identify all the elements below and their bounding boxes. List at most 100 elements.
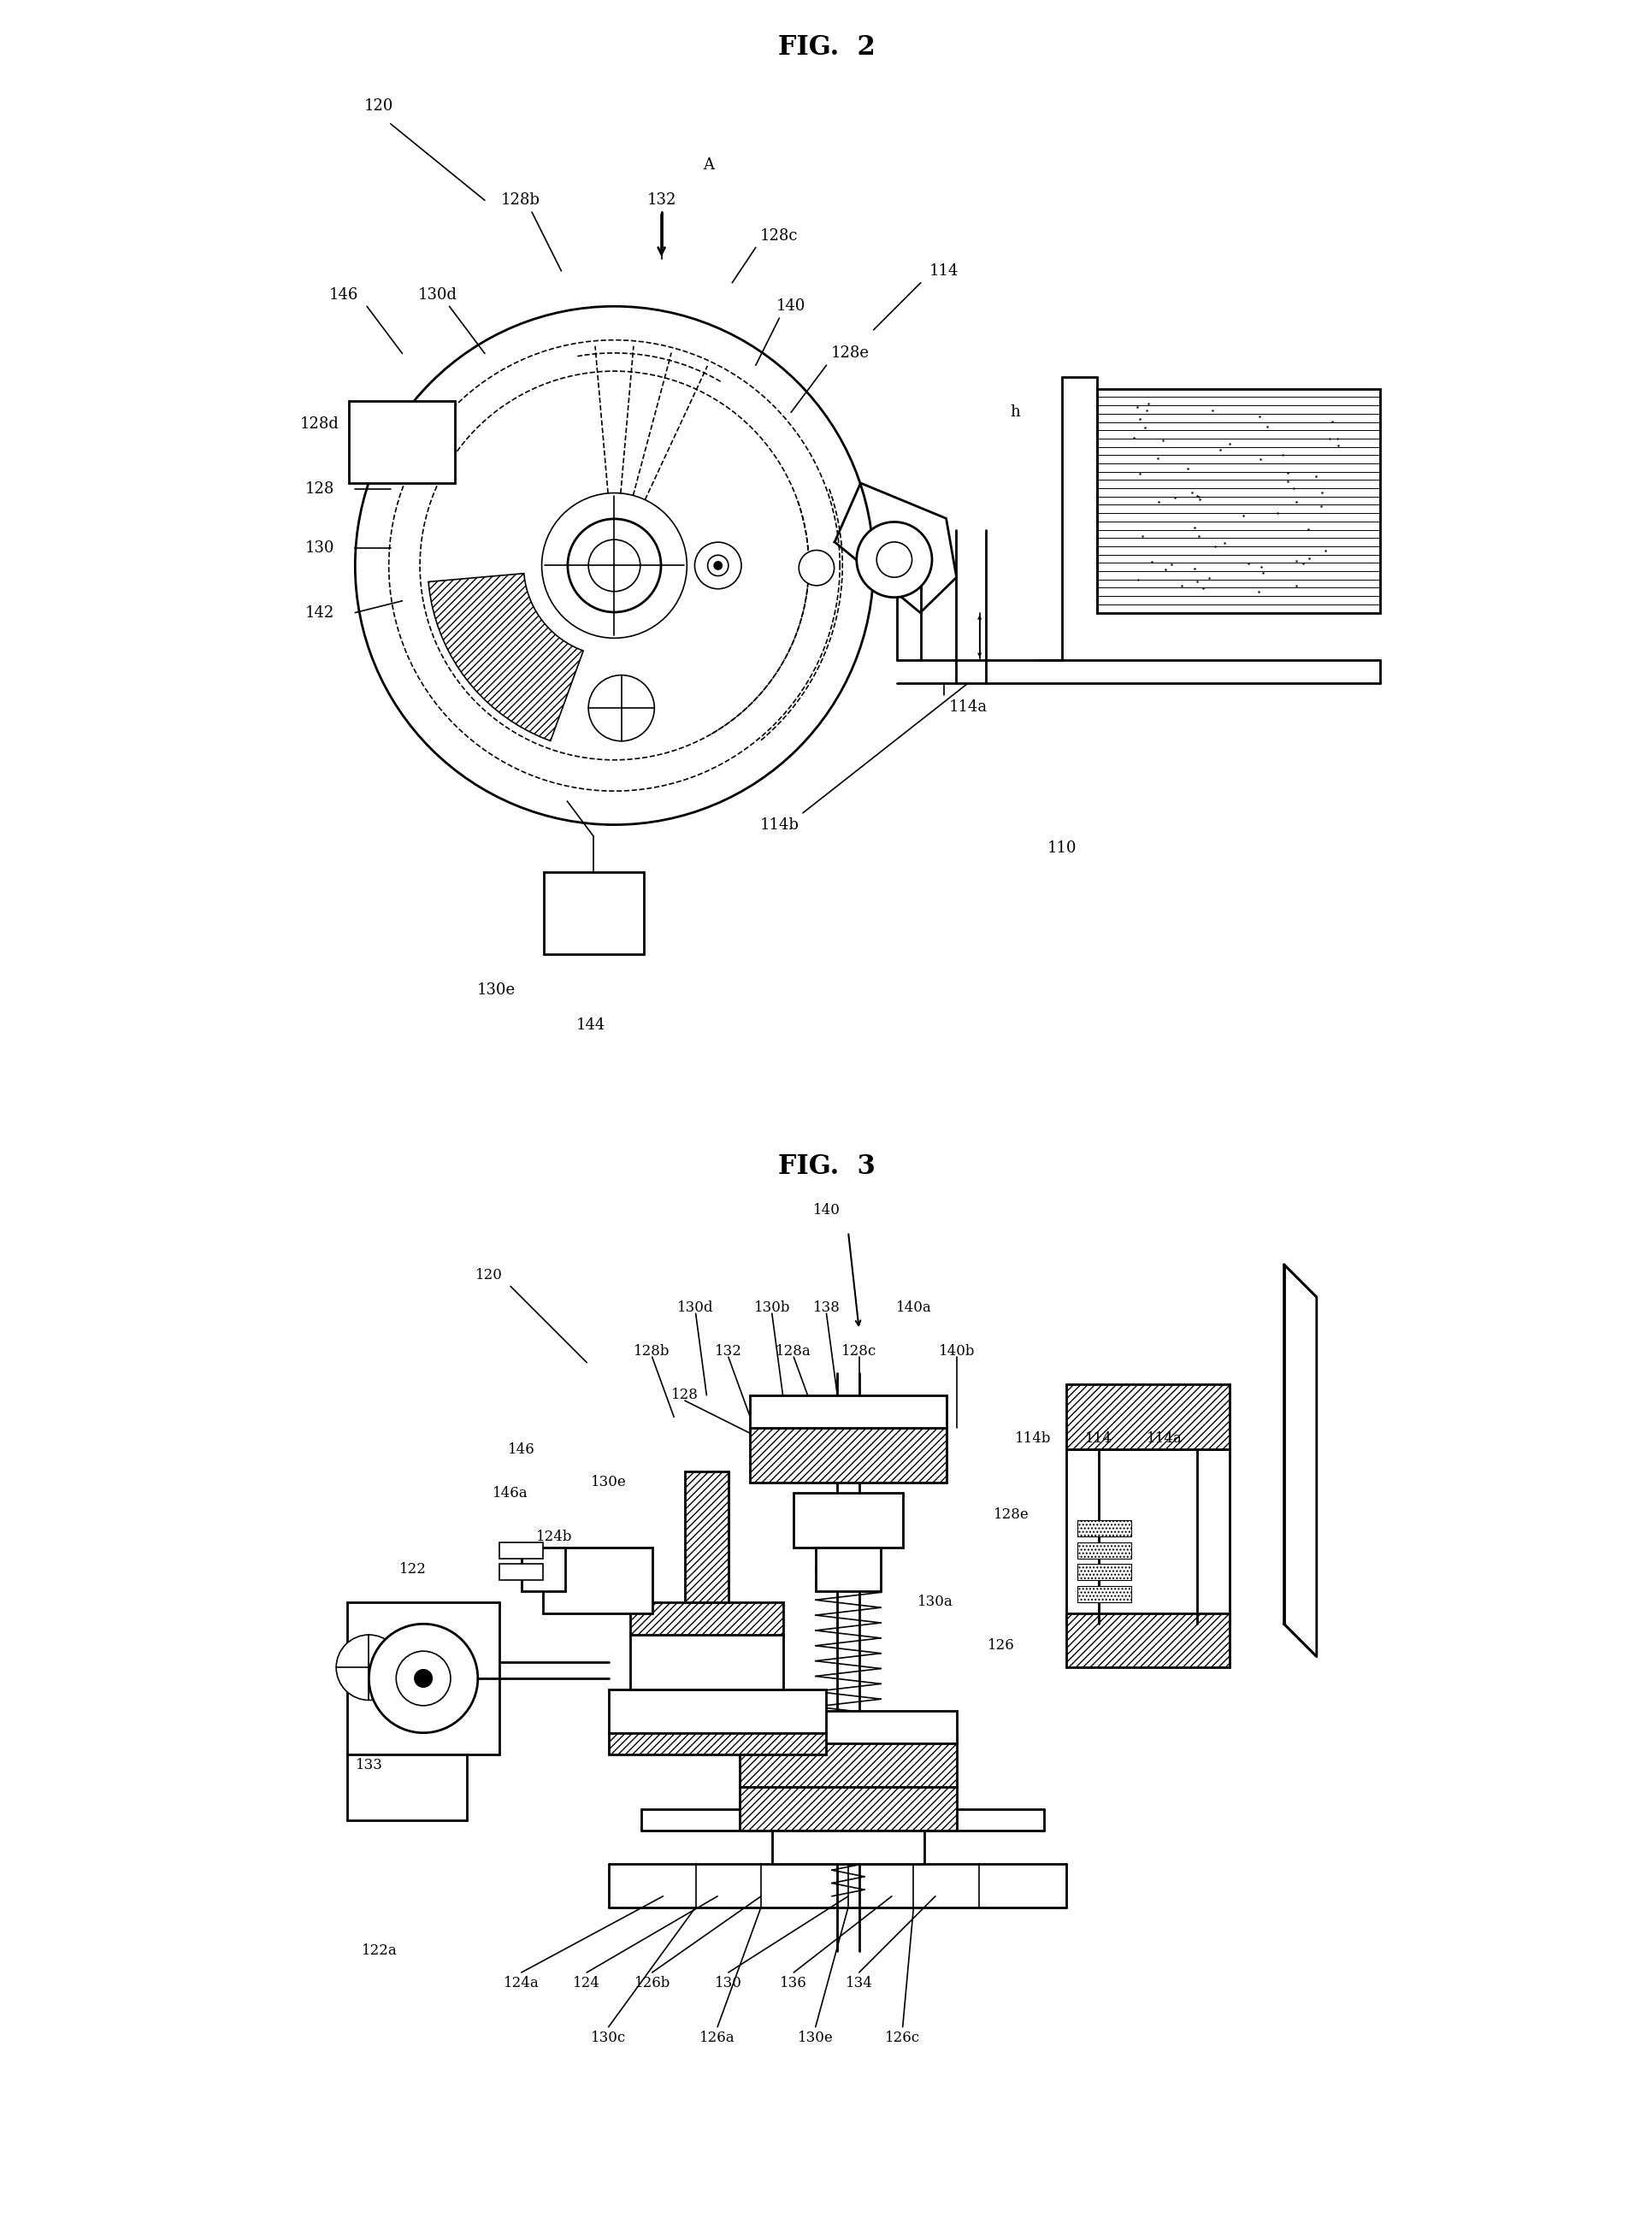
Bar bbox=[738, 1787, 957, 1832]
Text: 130e: 130e bbox=[798, 2030, 833, 2045]
Text: 133: 133 bbox=[355, 1758, 382, 1772]
Text: 130a: 130a bbox=[917, 1594, 953, 1609]
Bar bbox=[738, 1734, 957, 1787]
Bar bbox=[1066, 1449, 1229, 1623]
Text: 128b: 128b bbox=[501, 193, 540, 209]
Text: 142: 142 bbox=[306, 605, 334, 620]
Text: 140: 140 bbox=[813, 1203, 839, 1218]
Text: S2: S2 bbox=[392, 433, 413, 449]
Circle shape bbox=[355, 307, 874, 825]
Circle shape bbox=[335, 1634, 401, 1701]
Text: 114b: 114b bbox=[1014, 1432, 1051, 1445]
Text: 122: 122 bbox=[398, 1563, 426, 1576]
Bar bbox=[544, 871, 644, 954]
Text: 114b: 114b bbox=[760, 818, 798, 831]
Circle shape bbox=[798, 551, 834, 585]
Text: 128d: 128d bbox=[301, 416, 339, 431]
Text: 128: 128 bbox=[306, 480, 334, 496]
Bar bbox=[1066, 1614, 1229, 1667]
Text: 146a: 146a bbox=[492, 1485, 529, 1501]
Bar bbox=[499, 1565, 544, 1581]
Text: 130b: 130b bbox=[753, 1300, 790, 1316]
Text: 132: 132 bbox=[714, 1345, 742, 1358]
Bar bbox=[629, 1634, 783, 1689]
Text: 130: 130 bbox=[306, 540, 334, 556]
Text: 130d: 130d bbox=[418, 287, 458, 302]
Bar bbox=[629, 1603, 783, 1634]
Bar bbox=[349, 400, 454, 482]
Text: 114a: 114a bbox=[948, 700, 986, 714]
Bar bbox=[1097, 389, 1379, 614]
Text: 126: 126 bbox=[986, 1638, 1014, 1654]
Text: 114a: 114a bbox=[1146, 1432, 1181, 1445]
Text: 146: 146 bbox=[329, 287, 358, 302]
Circle shape bbox=[707, 556, 729, 576]
Text: 128e: 128e bbox=[993, 1507, 1029, 1523]
Circle shape bbox=[588, 676, 654, 740]
Bar bbox=[814, 1547, 881, 1592]
Circle shape bbox=[694, 542, 742, 589]
Bar bbox=[608, 1734, 826, 1754]
Text: 134: 134 bbox=[846, 1976, 872, 1990]
Text: 128c: 128c bbox=[760, 229, 798, 242]
Text: 126b: 126b bbox=[634, 1976, 671, 1990]
Bar bbox=[544, 1547, 653, 1614]
Bar bbox=[1077, 1565, 1132, 1581]
Text: S1: S1 bbox=[583, 905, 603, 920]
Bar bbox=[750, 1396, 945, 1427]
Bar bbox=[499, 1543, 544, 1558]
Text: 146: 146 bbox=[507, 1443, 535, 1456]
Text: 128a: 128a bbox=[775, 1345, 811, 1358]
Circle shape bbox=[714, 562, 722, 569]
Circle shape bbox=[415, 1669, 431, 1687]
Text: 124b: 124b bbox=[535, 1529, 572, 1545]
Text: FIG.  2: FIG. 2 bbox=[778, 33, 874, 60]
Text: 114: 114 bbox=[1085, 1432, 1112, 1445]
Text: 130: 130 bbox=[714, 1976, 742, 1990]
Text: h: h bbox=[1009, 405, 1019, 420]
Polygon shape bbox=[428, 574, 583, 740]
Text: 136: 136 bbox=[780, 1976, 806, 1990]
Text: 130e: 130e bbox=[590, 1476, 626, 1489]
Text: 124a: 124a bbox=[504, 1976, 539, 1990]
Text: 130e: 130e bbox=[477, 983, 515, 998]
Bar bbox=[738, 1712, 957, 1743]
Circle shape bbox=[578, 529, 651, 602]
Text: 120: 120 bbox=[363, 98, 393, 113]
Text: 128e: 128e bbox=[831, 347, 869, 360]
Bar bbox=[793, 1494, 902, 1547]
Text: 124: 124 bbox=[573, 1976, 600, 1990]
Bar bbox=[1077, 1585, 1132, 1603]
Text: 130c: 130c bbox=[591, 2030, 626, 2045]
Text: 140b: 140b bbox=[938, 1345, 975, 1358]
Bar bbox=[750, 1427, 945, 1483]
Circle shape bbox=[876, 542, 912, 578]
Text: A: A bbox=[702, 158, 714, 173]
Circle shape bbox=[542, 494, 687, 638]
Bar bbox=[608, 1689, 826, 1734]
Bar bbox=[1066, 1385, 1229, 1449]
Bar bbox=[347, 1754, 468, 1821]
Bar bbox=[1077, 1543, 1132, 1558]
Text: 128c: 128c bbox=[841, 1345, 876, 1358]
Circle shape bbox=[396, 1652, 451, 1705]
Text: 138: 138 bbox=[813, 1300, 839, 1316]
Text: 122a: 122a bbox=[362, 1943, 398, 1958]
Circle shape bbox=[567, 518, 661, 611]
Circle shape bbox=[856, 522, 932, 598]
Text: 132: 132 bbox=[646, 193, 676, 209]
Text: 114: 114 bbox=[928, 262, 958, 278]
Text: 120: 120 bbox=[474, 1267, 502, 1283]
Text: 128b: 128b bbox=[634, 1345, 671, 1358]
Text: 126a: 126a bbox=[699, 2030, 735, 2045]
Text: 140: 140 bbox=[776, 298, 806, 313]
Text: 144: 144 bbox=[577, 1018, 605, 1034]
Circle shape bbox=[368, 1623, 477, 1734]
Text: 126c: 126c bbox=[884, 2030, 920, 2045]
Text: 128: 128 bbox=[671, 1387, 699, 1403]
Bar bbox=[520, 1547, 565, 1592]
Bar bbox=[1077, 1521, 1132, 1536]
Text: 110: 110 bbox=[1047, 840, 1077, 856]
Text: 140a: 140a bbox=[895, 1300, 932, 1316]
Bar bbox=[347, 1603, 499, 1754]
